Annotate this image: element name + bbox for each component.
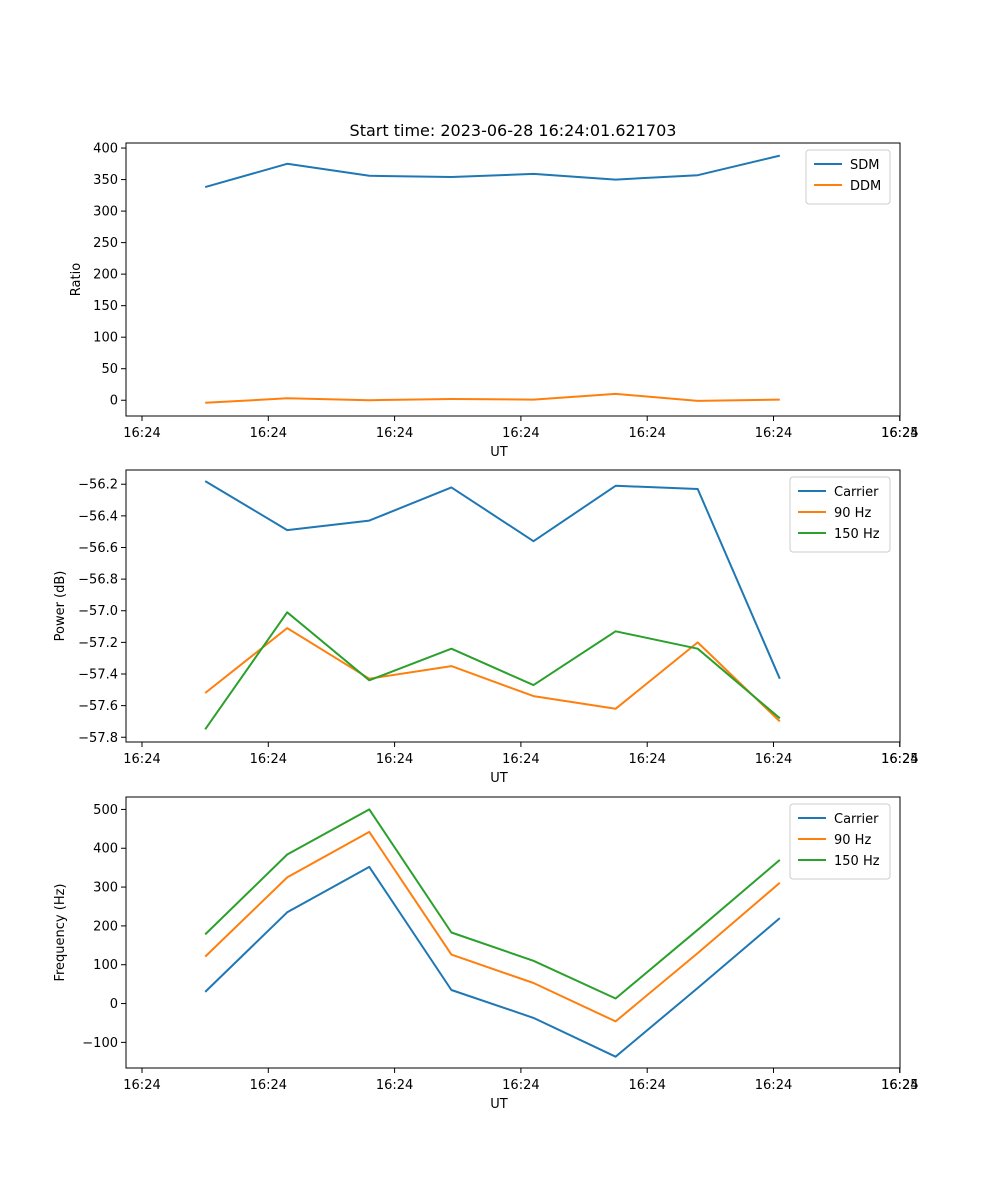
y-tick-label: −57.2 xyxy=(78,636,118,651)
y-tick-label: 100 xyxy=(93,331,118,346)
legend-entry: 90 Hz xyxy=(834,833,871,848)
y-tick-label: −100 xyxy=(82,1036,118,1051)
axes-frame xyxy=(125,142,901,417)
x-tick-label-end: 16:25 xyxy=(881,752,918,767)
x-tick-label: 16:24 xyxy=(628,426,665,441)
x-tick-label: 16:24 xyxy=(376,426,413,441)
y-tick-label: 350 xyxy=(93,173,118,188)
x-tick-label: 16:24 xyxy=(376,752,413,767)
x-tick-label: 16:24 xyxy=(881,1078,918,1093)
x-tick-label: 16:24 xyxy=(755,1078,792,1093)
series-line-90-hz xyxy=(204,627,781,723)
legend-entry: Carrier xyxy=(834,812,879,827)
y-tick-label: −56.8 xyxy=(78,573,118,588)
legend-entry: DDM xyxy=(850,179,881,194)
y-tick-label: 250 xyxy=(93,236,118,251)
y-tick-label: −57.6 xyxy=(78,699,118,714)
axes-frame xyxy=(125,469,901,743)
y-tick-label: −57.0 xyxy=(78,604,118,619)
power-panel: 16:24 16:24 16:24 16:24 16:24 16:24 16:2416:25… xyxy=(53,469,919,786)
legend-entry: SDM xyxy=(850,158,879,173)
y-tick-label: −56.2 xyxy=(78,478,118,493)
y-tick-label: −56.4 xyxy=(78,509,118,524)
y-tick-label: 400 xyxy=(93,142,118,157)
ratio-panel: 16:24 16:24 16:24 16:24 16:24 16:24 16:2416:25… xyxy=(69,142,919,460)
x-tick-label: 16:24 xyxy=(123,1078,160,1093)
axes-frame xyxy=(125,796,901,1069)
x-tick-label: 16:24 xyxy=(502,426,539,441)
x-tick-label: 16:24 xyxy=(628,752,665,767)
x-tick-label-end: 16:25 xyxy=(881,1078,918,1093)
series-line-150-hz xyxy=(204,808,781,1000)
legend-entry: 150 Hz xyxy=(834,854,880,869)
x-axis-label: UT xyxy=(490,445,508,460)
y-tick-label: 50 xyxy=(101,362,118,377)
frequency-panel: 16:24 16:24 16:24 16:24 16:24 16:24 16:2416:25… xyxy=(53,796,919,1112)
figure-title: Start time: 2023-06-28 16:24:01.621703 xyxy=(350,121,677,140)
legend-entry: 150 Hz xyxy=(834,527,880,542)
x-axis-label: UT xyxy=(490,771,508,786)
x-tick-label: 16:24 xyxy=(123,752,160,767)
y-tick-label: −56.6 xyxy=(78,541,118,556)
x-tick-label: 16:24 xyxy=(123,426,160,441)
x-tick-label: 16:24 xyxy=(250,426,287,441)
y-tick-label: 200 xyxy=(93,919,118,934)
series-line-ddm xyxy=(205,392,780,404)
y-tick-label: 100 xyxy=(93,958,118,973)
y-axis-label: Frequency (Hz) xyxy=(53,883,68,981)
series-line-90-hz xyxy=(204,830,781,1023)
y-tick-label: 500 xyxy=(93,803,118,818)
x-tick-label: 16:24 xyxy=(376,1078,413,1093)
x-tick-label: 16:24 xyxy=(502,752,539,767)
x-tick-label: 16:24 xyxy=(628,1078,665,1093)
x-tick-label: 16:24 xyxy=(755,752,792,767)
x-tick-label: 16:24 xyxy=(881,426,918,441)
x-tick-label: 16:24 xyxy=(502,1078,539,1093)
legend-entry: 90 Hz xyxy=(834,506,871,521)
y-tick-label: 300 xyxy=(93,205,118,220)
y-tick-label: 300 xyxy=(93,881,118,896)
series-line-carrier xyxy=(204,480,781,680)
y-tick-label: −57.8 xyxy=(78,731,118,746)
y-tick-label: −57.4 xyxy=(78,668,118,683)
legend-entry: Carrier xyxy=(834,485,879,500)
y-tick-label: 200 xyxy=(93,268,118,283)
series-line-sdm xyxy=(204,154,781,189)
x-tick-label: 16:24 xyxy=(250,1078,287,1093)
x-tick-label: 16:24 xyxy=(881,752,918,767)
y-axis-label: Ratio xyxy=(69,263,84,296)
x-axis-label: UT xyxy=(490,1097,508,1112)
y-tick-label: 0 xyxy=(110,997,118,1012)
y-tick-label: 0 xyxy=(110,394,118,409)
x-tick-label: 16:24 xyxy=(250,752,287,767)
x-tick-label: 16:24 xyxy=(755,426,792,441)
y-tick-label: 150 xyxy=(93,299,118,314)
series-line-carrier xyxy=(204,865,781,1058)
series-line-150-hz xyxy=(204,611,781,730)
x-tick-label-end: 16:25 xyxy=(881,426,918,441)
y-axis-label: Power (dB) xyxy=(53,571,68,642)
y-tick-label: 400 xyxy=(93,842,118,857)
